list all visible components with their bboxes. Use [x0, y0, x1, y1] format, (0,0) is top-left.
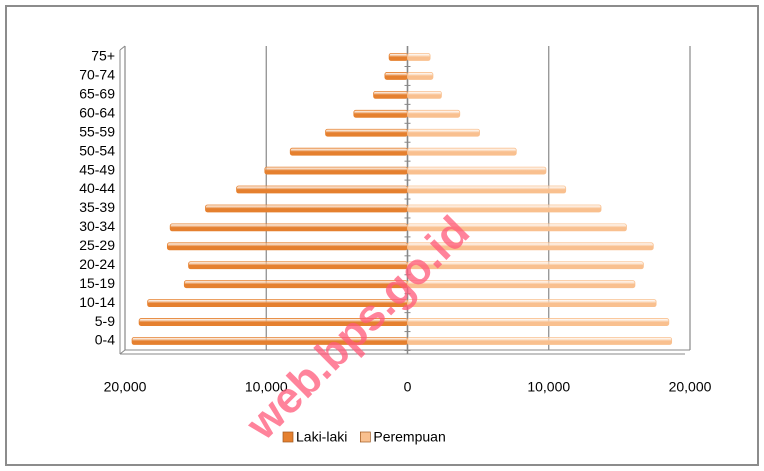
bar [407, 261, 644, 270]
y-tick-label: 60-64 [79, 105, 115, 121]
bar [407, 318, 670, 326]
x-tick-label: 20,000 [104, 379, 147, 395]
y-tick-label: 75+ [91, 48, 115, 64]
y-tick-label: 20-24 [79, 256, 115, 272]
bar [407, 299, 657, 308]
bar [407, 242, 654, 251]
legend-label: Perempuan [373, 429, 445, 445]
legend-swatch [360, 431, 371, 443]
x-tick-label: 10,000 [527, 379, 570, 395]
bar [384, 72, 408, 80]
y-tick-label: 30-34 [79, 218, 115, 234]
bar [407, 185, 567, 194]
y-tick-label: 0-4 [95, 332, 115, 348]
bar [407, 128, 480, 137]
bar [264, 166, 408, 175]
x-tick-label: 20,000 [669, 379, 712, 395]
y-tick-label: 40-44 [79, 180, 115, 196]
axis-line [119, 349, 126, 355]
y-tick-label: 10-14 [79, 294, 115, 310]
y-tick-label: 70-74 [79, 67, 115, 83]
bar [169, 223, 408, 232]
bar [407, 337, 673, 345]
bar [188, 261, 408, 270]
legend-swatch [282, 431, 294, 443]
bar [289, 147, 408, 156]
bar [407, 166, 547, 175]
bar [236, 185, 408, 194]
x-tick-label: 0 [404, 379, 412, 395]
bar [388, 53, 408, 61]
x-tick-label: 10,000 [245, 379, 288, 395]
bar [407, 147, 517, 156]
axis-line [119, 45, 126, 51]
bar [325, 128, 408, 137]
bar [205, 204, 408, 213]
y-tick-label: 50-54 [79, 142, 115, 158]
bar [407, 109, 461, 118]
y-tick-label: 25-29 [79, 237, 115, 253]
legend-label: Laki-laki [296, 429, 347, 445]
chart-border [5, 5, 759, 466]
bar [166, 242, 408, 251]
bar [407, 280, 636, 289]
y-tick-label: 65-69 [79, 86, 115, 102]
bar [407, 53, 431, 61]
y-tick-label: 15-19 [79, 275, 115, 291]
y-tick-label: 55-59 [79, 123, 115, 139]
bar [407, 72, 434, 80]
bar [373, 90, 408, 99]
bar [407, 90, 442, 99]
y-tick-label: 35-39 [79, 199, 115, 215]
y-tick-label: 45-49 [79, 161, 115, 177]
y-tick-label: 5-9 [95, 313, 115, 329]
bar [407, 223, 627, 232]
bar [407, 204, 602, 213]
bar [353, 109, 408, 118]
